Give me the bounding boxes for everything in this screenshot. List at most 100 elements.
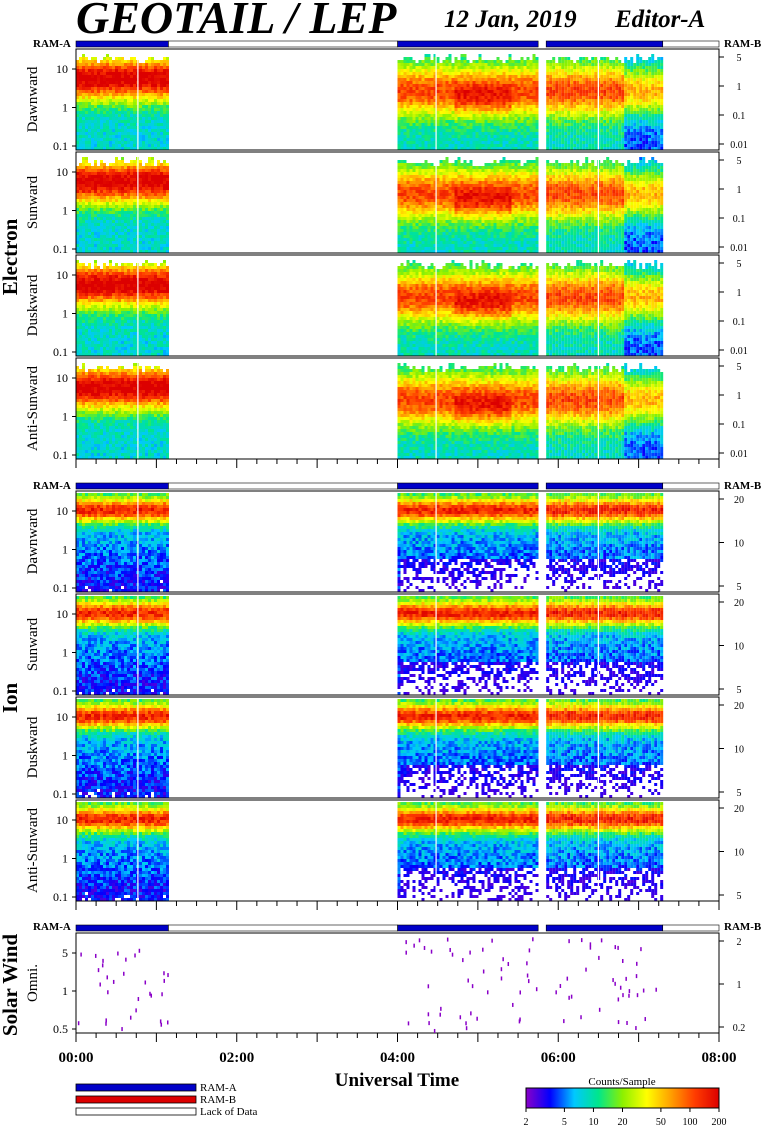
spectrogram-cell	[118, 181, 121, 184]
spectrogram-cell	[88, 144, 91, 147]
spectrogram-cell	[91, 238, 94, 241]
spectrogram-cell	[448, 87, 452, 90]
spectrogram-cell	[442, 66, 446, 69]
spectrogram-cell	[418, 63, 422, 66]
spectrogram-cell	[657, 81, 661, 84]
spectrogram-cell	[91, 232, 94, 235]
spectrogram-cell	[606, 147, 610, 150]
spectrogram-cell	[433, 181, 437, 184]
spectrogram-cell	[430, 120, 434, 123]
spectrogram-cell	[612, 66, 616, 69]
spectrogram-cell	[463, 111, 467, 114]
spectrogram-cell	[418, 87, 422, 90]
spectrogram-cell	[103, 205, 106, 208]
spectrogram-cell	[657, 147, 661, 150]
spectrogram-cell	[118, 141, 121, 144]
spectrogram-cell	[582, 123, 586, 126]
spectrogram-cell	[88, 123, 91, 126]
spectrogram-cell	[499, 99, 503, 102]
spectrogram-cell	[657, 105, 661, 108]
spectrogram-cell	[526, 105, 530, 108]
spectrogram-cell	[475, 99, 479, 102]
spectrogram-cell	[433, 187, 437, 190]
spectrogram-cell	[118, 178, 121, 181]
spectrogram-cell	[100, 193, 103, 196]
spectrogram-cell	[454, 90, 458, 93]
spectrogram-cell	[606, 126, 610, 129]
spectrogram-cell	[508, 117, 512, 120]
spectrogram-cell	[412, 241, 416, 244]
spectrogram-cell	[558, 129, 562, 132]
spectrogram-cell	[508, 87, 512, 90]
spectrogram-cell	[79, 181, 82, 184]
spectrogram-cell	[457, 123, 461, 126]
spectrogram-cell	[523, 111, 527, 114]
spectrogram-cell	[88, 120, 91, 123]
spectrogram-cell	[424, 144, 428, 147]
spectrogram-cell	[82, 235, 85, 238]
spectrogram-cell	[612, 81, 616, 84]
spectrogram-cell	[76, 90, 79, 93]
spectrogram-cell	[121, 141, 124, 144]
spectrogram-cell	[85, 99, 88, 102]
spectrogram-cell	[112, 141, 115, 144]
spectrogram-cell	[430, 247, 434, 250]
spectrogram-cell	[409, 108, 413, 111]
spectrogram-cell	[609, 60, 613, 63]
spectrogram-cell	[442, 105, 446, 108]
spectrogram-cell	[442, 111, 446, 114]
spectrogram-cell	[163, 141, 166, 144]
spectrogram-cell	[564, 111, 568, 114]
spectrogram-cell	[124, 147, 127, 150]
spectrogram-cell	[397, 138, 401, 141]
spectrogram-cell	[412, 141, 416, 144]
spectrogram-cell	[436, 102, 440, 105]
spectrogram-cell	[594, 129, 598, 132]
spectrogram-cell	[409, 193, 413, 196]
spectrogram-cell	[166, 238, 169, 241]
spectrogram-cell	[157, 199, 160, 202]
spectrogram-cell	[499, 135, 503, 138]
spectrogram-cell	[85, 96, 88, 99]
spectrogram-cell	[100, 169, 103, 172]
spectrogram-cell	[582, 69, 586, 72]
spectrogram-cell	[573, 138, 577, 141]
spectrogram-cell	[79, 117, 82, 120]
spectrogram-cell	[445, 111, 449, 114]
spectrogram-cell	[406, 114, 410, 117]
spectrogram-cell	[139, 223, 142, 226]
spectrogram-cell	[397, 169, 401, 172]
spectrogram-cell	[555, 78, 559, 81]
spectrogram-cell	[106, 175, 109, 178]
spectrogram-cell	[627, 141, 631, 144]
spectrogram-cell	[588, 105, 592, 108]
spectrogram-cell	[100, 66, 103, 69]
spectrogram-cell	[532, 54, 536, 57]
spectrogram-cell	[94, 169, 97, 172]
spectrogram-cell	[633, 90, 637, 93]
spectrogram-cell	[412, 232, 416, 235]
spectrogram-cell	[106, 187, 109, 190]
spectrogram-cell	[82, 190, 85, 193]
spectrogram-cell	[427, 54, 431, 57]
spectrogram-cell	[451, 63, 455, 66]
spectrogram-cell	[139, 220, 142, 223]
spectrogram-cell	[436, 72, 440, 75]
spectrogram-cell	[651, 123, 655, 126]
spectrogram-cell	[412, 208, 416, 211]
spectrogram-cell	[409, 190, 413, 193]
spectrogram-cell	[400, 147, 404, 150]
spectrogram-cell	[436, 60, 440, 63]
spectrogram-cell	[487, 63, 491, 66]
spectrogram-cell	[103, 169, 106, 172]
spectrogram-cell	[609, 66, 613, 69]
spectrogram-cell	[127, 99, 130, 102]
spectrogram-cell	[412, 184, 416, 187]
spectrogram-cell	[103, 147, 106, 150]
spectrogram-cell	[118, 123, 121, 126]
spectrogram-cell	[433, 214, 437, 217]
spectrogram-cell	[94, 84, 97, 87]
spectrogram-cell	[430, 126, 434, 129]
spectrogram-cell	[436, 229, 440, 232]
spectrogram-cell	[478, 81, 482, 84]
